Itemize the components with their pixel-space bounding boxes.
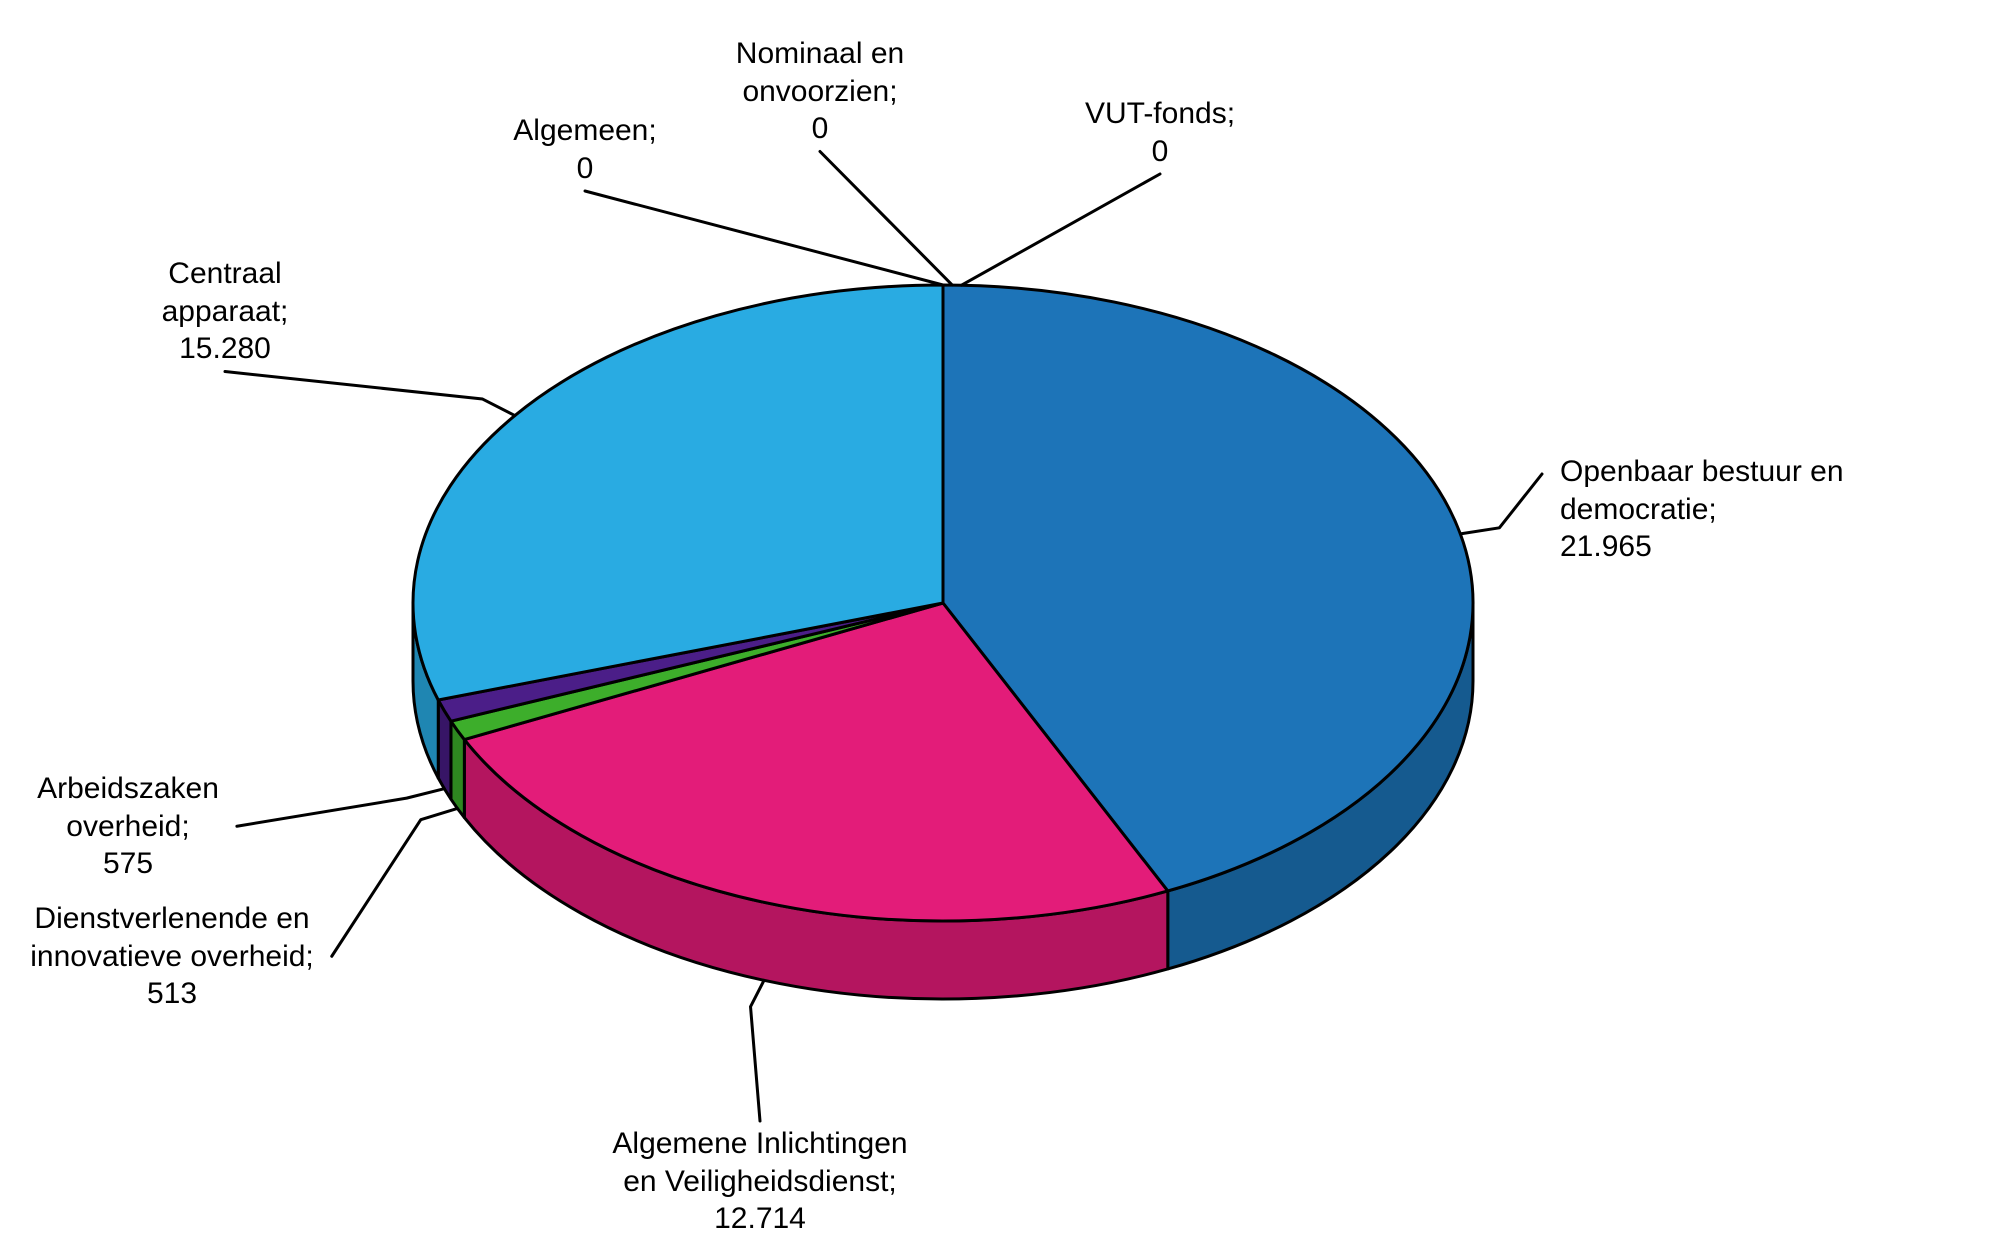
leader-line — [237, 789, 444, 827]
leader-line — [225, 372, 515, 416]
leader-line — [961, 174, 1160, 285]
leader-line — [332, 808, 458, 956]
pie-slice-label: Dienstverlenende en innovatieve overheid… — [30, 900, 314, 1013]
leader-line — [820, 152, 952, 286]
pie-chart: Openbaar bestuur en democratie; 21.965 Al… — [0, 0, 2004, 1237]
leader-line — [585, 191, 943, 285]
pie-slice-label: Openbaar bestuur en democratie; 21.965 — [1560, 453, 1844, 566]
leader-line — [1460, 474, 1542, 534]
leader-line — [751, 980, 765, 1121]
pie-slice-label: Algemeen; 0 — [513, 112, 656, 187]
pie-svg — [0, 0, 2004, 1237]
pie-slice-label: Centraal apparaat; 15.280 — [162, 255, 289, 368]
pie-slice-label: Algemene Inlichtingen en Veiligheidsdien… — [612, 1125, 907, 1238]
pie-slice-label: Nominaal en onvoorzien; 0 — [736, 35, 904, 148]
pie-slice-label: VUT-fonds; 0 — [1085, 95, 1235, 170]
pie-slice-label: Arbeidszaken overheid; 575 — [37, 770, 219, 883]
